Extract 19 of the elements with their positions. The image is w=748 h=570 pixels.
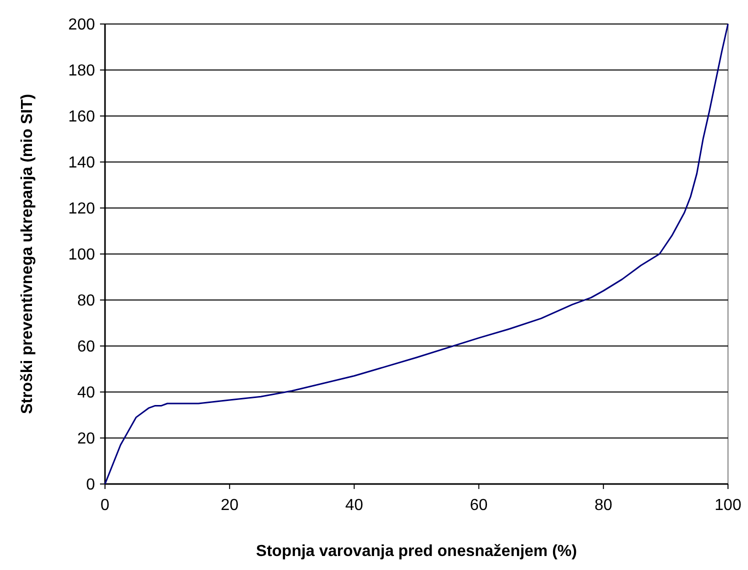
x-tick-label: 20 [220,497,239,514]
x-tick-label: 0 [100,497,110,514]
y-tick-label: 120 [68,200,96,218]
y-tick-label: 160 [68,108,96,126]
x-tick-label: 100 [714,497,742,514]
x-tick-label: 40 [345,497,364,514]
y-tick-label: 0 [86,476,96,494]
x-tick-label: 80 [594,497,612,514]
y-tick-label: 180 [68,62,96,80]
y-tick-label: 200 [68,16,96,34]
y-tick-label: 140 [68,154,96,172]
y-tick-label: 100 [68,246,96,264]
y-tick-label: 60 [77,338,96,356]
x-axis-title: Stopnja varovanja pred onesnaženjem (%) [256,543,577,560]
y-axis-title: Stroški preventivnega ukrepanja (mio SIT) [19,94,36,414]
x-tick-label: 60 [470,497,488,514]
y-tick-label: 40 [77,384,96,402]
y-tick-label: 80 [77,292,96,310]
y-tick-label: 20 [77,430,96,448]
